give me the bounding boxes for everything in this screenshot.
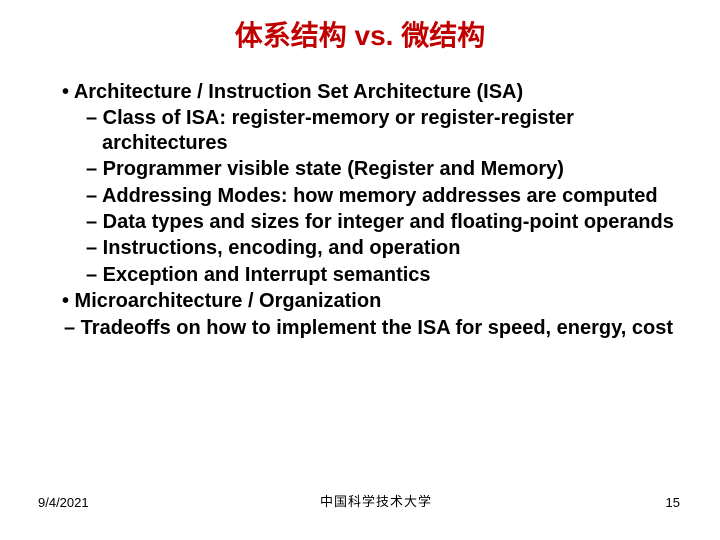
footer-institution: 中国科学技术大学: [320, 491, 432, 510]
footer-page-number: 15: [666, 495, 680, 510]
bullet-addressing-modes: – Addressing Modes: how memory addresses…: [62, 184, 680, 208]
footer-date: 9/4/2021: [38, 495, 89, 510]
bullet-microarchitecture: • Microarchitecture / Organization: [62, 289, 680, 313]
slide-content: • Architecture / Instruction Set Archite…: [0, 62, 720, 340]
title-part1: 体系结构: [235, 20, 355, 51]
title-part2: 微结构: [393, 20, 485, 51]
title-vs: vs.: [355, 20, 394, 51]
bullet-class-of-isa: – Class of ISA: register-memory or regis…: [62, 106, 680, 155]
bullet-instructions: – Instructions, encoding, and operation: [62, 236, 680, 260]
slide-title: 体系结构 vs. 微结构: [0, 0, 720, 62]
bullet-exception: – Exception and Interrupt semantics: [62, 263, 680, 287]
bullet-data-types: – Data types and sizes for integer and f…: [62, 210, 680, 234]
bullet-architecture: • Architecture / Instruction Set Archite…: [62, 80, 680, 104]
bullet-programmer-state: – Programmer visible state (Register and…: [62, 157, 680, 181]
bullet-tradeoffs: – Tradeoffs on how to implement the ISA …: [40, 316, 680, 340]
